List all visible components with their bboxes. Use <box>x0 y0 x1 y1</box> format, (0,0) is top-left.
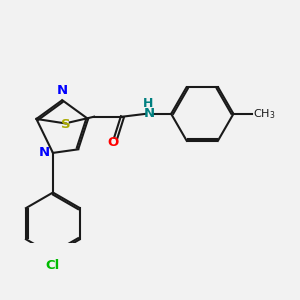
Text: N: N <box>144 107 155 120</box>
Text: H: H <box>143 97 154 110</box>
Text: Cl: Cl <box>46 259 60 272</box>
Text: N: N <box>57 84 68 97</box>
Text: S: S <box>61 118 70 131</box>
Text: O: O <box>108 136 119 149</box>
Text: N: N <box>38 146 50 159</box>
Text: CH$_3$: CH$_3$ <box>253 107 275 121</box>
